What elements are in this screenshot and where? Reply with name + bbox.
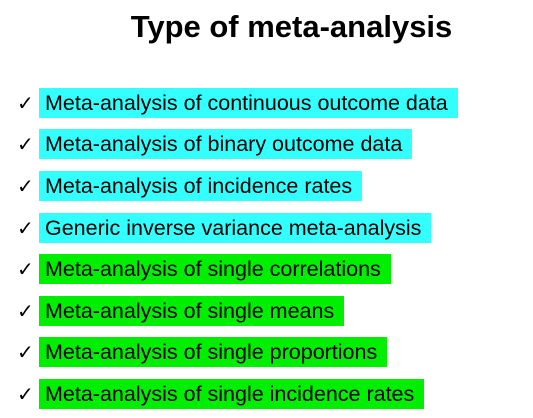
- list-item-label: Meta-analysis of single proportions: [39, 337, 388, 368]
- list-item-label: Meta-analysis of continuous outcome data: [39, 87, 458, 118]
- list-item-label: Meta-analysis of single means: [39, 295, 345, 326]
- check-icon: ✓: [17, 381, 34, 406]
- check-icon: ✓: [17, 90, 34, 115]
- list-item: ✓ Meta-analysis of single means: [17, 290, 458, 332]
- list-item-label: Meta-analysis of single incidence rates: [39, 378, 425, 409]
- list-item: ✓ Meta-analysis of single correlations: [17, 248, 458, 290]
- list-item-label: Meta-analysis of incidence rates: [39, 170, 363, 201]
- check-icon: ✓: [17, 257, 34, 282]
- slide-title: Type of meta-analysis: [130, 9, 453, 44]
- list-item-label: Meta-analysis of binary outcome data: [39, 129, 413, 160]
- list-item-label: Generic inverse variance meta-analysis: [39, 212, 432, 243]
- list-item: ✓ Meta-analysis of binary outcome data: [17, 124, 458, 166]
- check-icon: ✓: [17, 132, 34, 157]
- list-item: ✓ Meta-analysis of incidence rates: [17, 165, 458, 207]
- list-item: ✓ Meta-analysis of single incidence rate…: [17, 373, 458, 415]
- check-icon: ✓: [17, 173, 34, 198]
- check-icon: ✓: [17, 215, 34, 240]
- check-icon: ✓: [17, 340, 34, 365]
- list-item: ✓ Meta-analysis of continuous outcome da…: [17, 82, 458, 124]
- list-item-label: Meta-analysis of single correlations: [39, 254, 391, 285]
- list-item: ✓ Generic inverse variance meta-analysis: [17, 207, 458, 249]
- check-icon: ✓: [17, 298, 34, 323]
- meta-analysis-type-list: ✓ Meta-analysis of continuous outcome da…: [17, 82, 458, 415]
- list-item: ✓ Meta-analysis of single proportions: [17, 332, 458, 374]
